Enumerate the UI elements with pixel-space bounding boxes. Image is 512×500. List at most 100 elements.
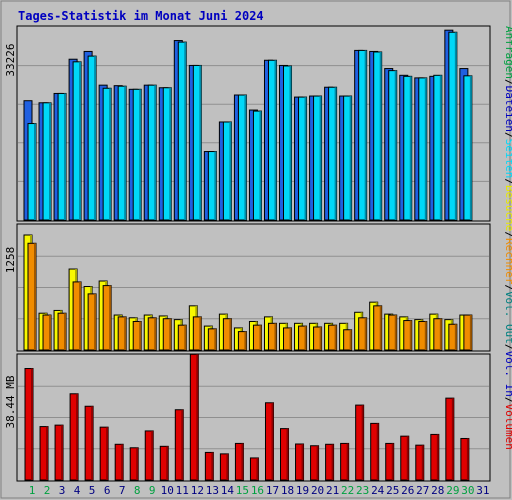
bar-dateien-day-25-shade [394, 70, 397, 220]
x-label-day-11: 11 [176, 484, 189, 497]
x-label-day-15: 15 [236, 484, 249, 497]
legend-sep-3: / [503, 178, 512, 185]
bar-dateien-day-23-shade [364, 50, 367, 221]
x-label-day-27: 27 [416, 484, 429, 497]
bar-volumen-day-23-shade [361, 405, 364, 480]
bar-volumen-day-9-shade [151, 430, 154, 480]
bar-rechner-day-5-shade [94, 293, 97, 350]
legend-sep-7: / [503, 397, 512, 404]
x-label-day-5: 5 [89, 484, 96, 497]
legend-sep-2: / [503, 132, 512, 139]
bar-rechner-day-18-shade [289, 327, 292, 350]
bar-volumen-day-13-shade [211, 452, 214, 480]
bar-rechner-day-20-shade [319, 326, 322, 350]
bar-rechner-day-29-shade [454, 324, 457, 350]
legend-vol-in: Vol. In [503, 351, 512, 397]
bar-dateien-day-18-shade [289, 65, 292, 221]
x-label-day-8: 8 [134, 484, 141, 497]
legend-volumen: Volumen [503, 404, 512, 450]
svg-text:Anfragen/Dateien/Seiten/Besuch: Anfragen/Dateien/Seiten/Besuche/Rechner/… [503, 26, 512, 450]
bar-dateien-day-14-shade [229, 121, 232, 220]
x-label-day-17: 17 [266, 484, 279, 497]
bar-rechner-day-19-shade [304, 326, 307, 350]
bar-dateien-day-13-shade [214, 151, 217, 220]
bar-dateien-day-3-shade [64, 93, 67, 220]
bar-volumen-day-4-shade [76, 393, 79, 480]
legend-sep-6: / [503, 344, 512, 351]
bar-rechner-day-6-shade [109, 285, 112, 350]
bar-volumen-day-14-shade [226, 453, 229, 480]
bar-volumen-day-28-shade [436, 434, 439, 480]
bar-dateien-day-20-shade [319, 96, 322, 220]
x-label-day-13: 13 [206, 484, 219, 497]
y-axis-labels: 33226 1258 38.44 MB [4, 43, 17, 428]
bar-dateien-day-29-shade [454, 32, 457, 220]
x-label-day-25: 25 [386, 484, 399, 497]
bar-dateien-day-15-shade [244, 95, 247, 220]
bar-rechner-day-8-shade [139, 321, 142, 350]
bars-layer [23, 29, 473, 481]
legend-sep-5: / [503, 284, 512, 291]
x-label-day-22: 22 [341, 484, 354, 497]
bar-rechner-day-7-shade [124, 316, 127, 350]
bar-rechner-day-30-shade [469, 315, 472, 350]
legend-dateien: Dateien [503, 86, 512, 132]
bar-dateien-day-8-shade [139, 89, 142, 220]
bar-rechner-day-14-shade [229, 318, 232, 350]
bar-dateien-day-11-shade [184, 42, 187, 220]
bar-rechner-day-15-shade [244, 331, 247, 350]
legend-sep-1: / [503, 79, 512, 86]
bar-volumen-day-16-shade [256, 457, 259, 480]
bar-dateien-day-9-shade [154, 85, 157, 220]
bar-volumen-day-18-shade [286, 428, 289, 480]
bar-dateien-day-16-shade [259, 111, 262, 220]
bar-volumen-day-11-shade [181, 409, 184, 480]
bar-volumen-day-20-shade [316, 445, 319, 480]
bar-dateien-day-12-shade [199, 65, 202, 220]
bar-rechner-day-2-shade [49, 315, 52, 350]
x-label-day-7: 7 [119, 484, 126, 497]
bar-volumen-day-24-shade [376, 423, 379, 480]
bar-volumen-day-5-shade [91, 406, 94, 480]
bar-volumen-day-2-shade [46, 426, 49, 480]
bar-volumen-day-26-shade [406, 436, 409, 480]
x-label-day-10: 10 [161, 484, 174, 497]
bar-volumen-day-29-shade [451, 398, 454, 480]
bar-dateien-day-2-shade [49, 102, 52, 220]
bar-dateien-day-26-shade [409, 76, 412, 220]
chart-title: Tages-Statistik im Monat Juni 2024 [18, 9, 264, 23]
x-label-day-26: 26 [401, 484, 414, 497]
bar-volumen-day-21-shade [331, 444, 334, 480]
x-label-day-3: 3 [59, 484, 66, 497]
bar-dateien-day-19-shade [304, 97, 307, 220]
bar-dateien-day-6-shade [109, 88, 112, 220]
bar-volumen-day-3-shade [61, 425, 64, 480]
bar-dateien-day-28-shade [439, 75, 442, 221]
bar-rechner-day-10-shade [169, 318, 172, 350]
bar-dateien-day-22-shade [349, 96, 352, 220]
bar-volumen-day-27-shade [421, 445, 424, 480]
x-label-day-20: 20 [311, 484, 324, 497]
x-label-day-1: 1 [29, 484, 36, 497]
bar-rechner-day-17-shade [274, 323, 277, 350]
y-axis-label-requests_files_pages: 33226 [4, 43, 17, 76]
bar-rechner-day-22-shade [349, 329, 352, 350]
bar-rechner-day-28-shade [439, 318, 442, 350]
x-label-day-12: 12 [191, 484, 204, 497]
y-axis-label-visits_sites: 1258 [4, 247, 17, 274]
bar-volumen-day-10-shade [166, 446, 169, 480]
bar-rechner-day-24-shade [379, 305, 382, 350]
legend-anfragen: Anfragen [503, 26, 512, 79]
bar-dateien-day-30-shade [469, 75, 472, 220]
x-label-day-2: 2 [44, 484, 51, 497]
bar-volumen-day-25-shade [391, 443, 394, 480]
legend-seiten: Seiten [503, 139, 512, 179]
bar-volumen-day-30-shade [466, 438, 469, 480]
bar-volumen-day-6-shade [106, 427, 109, 480]
bar-rechner-day-12-shade [199, 316, 202, 350]
x-label-day-19: 19 [296, 484, 309, 497]
bar-dateien-day-10-shade [169, 87, 172, 220]
